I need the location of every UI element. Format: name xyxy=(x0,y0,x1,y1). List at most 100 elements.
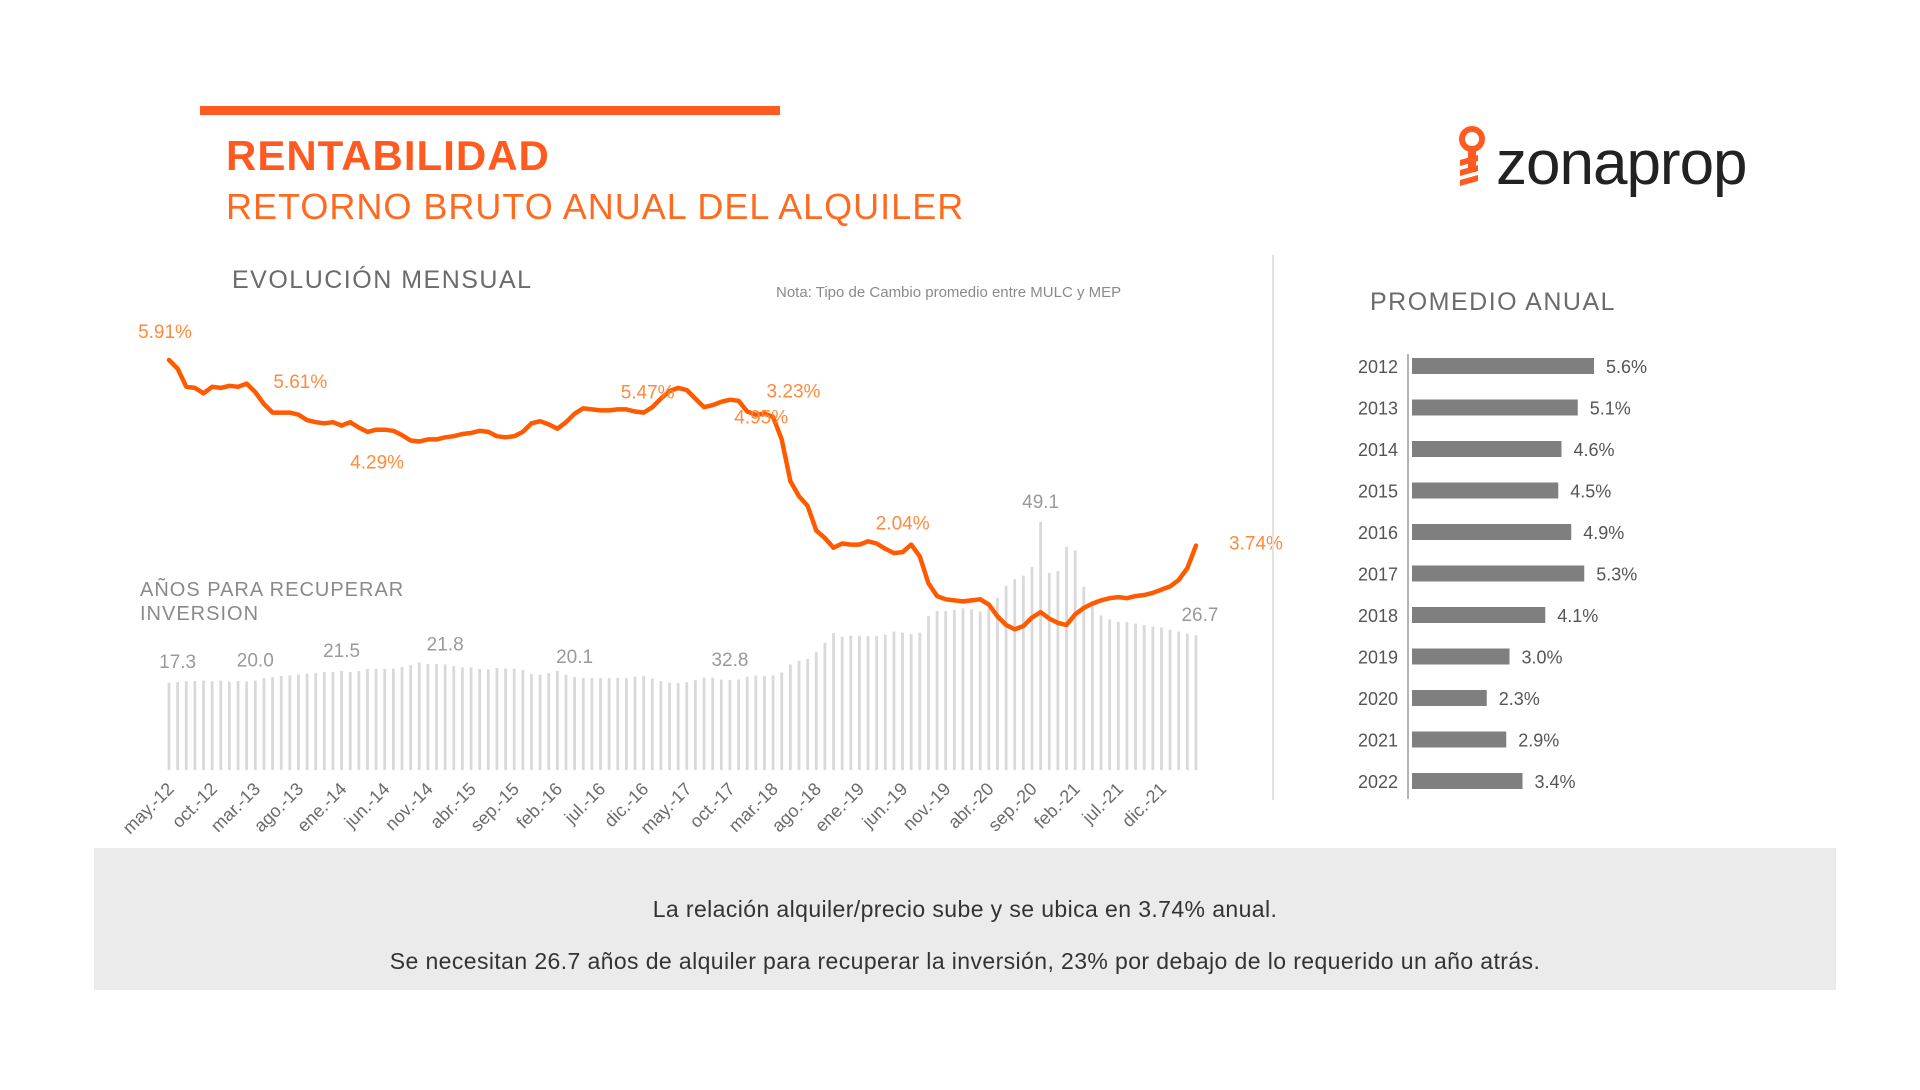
year-recovery-bar xyxy=(1004,585,1008,770)
recovery-label: 17.3 xyxy=(159,652,196,673)
monthly-chart: EVOLUCIÓN MENSUAL Nota: Tipo de Cambio p… xyxy=(119,265,1283,838)
year-recovery-bar xyxy=(435,663,438,770)
year-recovery-bar xyxy=(1177,631,1181,770)
year-recovery-bar xyxy=(521,670,525,770)
x-tick-label: feb.-21 xyxy=(1030,779,1084,833)
year-recovery-bar xyxy=(573,677,577,770)
year-label: 2017 xyxy=(1358,565,1398,585)
year-recovery-bar xyxy=(978,611,982,770)
year-recovery-bar xyxy=(763,676,766,770)
year-recovery-bar xyxy=(512,668,516,770)
year-recovery-bar xyxy=(1108,619,1112,770)
year-recovery-bar xyxy=(245,681,249,770)
year-recovery-bar xyxy=(737,679,740,770)
x-tick-label: nov.-19 xyxy=(899,779,955,835)
annual-bar xyxy=(1412,358,1594,374)
year-recovery-bar xyxy=(1142,625,1146,770)
year-recovery-bar xyxy=(1047,573,1051,770)
year-recovery-bar xyxy=(1168,629,1172,770)
year-recovery-bar xyxy=(927,615,930,770)
year-recovery-bar xyxy=(538,674,542,770)
year-recovery-bar xyxy=(581,678,585,770)
year-recovery-bar xyxy=(331,672,335,770)
year-recovery-bar xyxy=(642,676,646,770)
annual-bar xyxy=(1412,441,1562,457)
year-recovery-bar xyxy=(417,662,421,770)
annual-value-label: 2.9% xyxy=(1518,731,1559,751)
year-recovery-bar xyxy=(849,635,853,770)
x-tick-label: sep.-15 xyxy=(466,779,523,836)
year-recovery-bar xyxy=(1194,635,1198,770)
x-tick-label: sep.-20 xyxy=(984,779,1041,836)
year-recovery-bar xyxy=(340,671,343,770)
year-recovery-bar xyxy=(607,678,611,770)
annual-bar xyxy=(1412,648,1510,665)
logo-text: zonaprop xyxy=(1496,129,1748,198)
recovery-label: 26.7 xyxy=(1181,605,1218,626)
year-recovery-bar xyxy=(443,664,447,770)
year-recovery-bar xyxy=(944,610,948,770)
year-recovery-bar xyxy=(823,642,827,770)
yield-label: 4.95% xyxy=(734,408,788,429)
year-recovery-bar xyxy=(193,681,197,770)
annual-value-label: 4.1% xyxy=(1557,606,1598,626)
annual-value-label: 3.4% xyxy=(1535,772,1576,792)
year-recovery-bar xyxy=(1082,586,1086,770)
x-tick-label: jul.-16 xyxy=(560,779,610,829)
year-recovery-bar xyxy=(814,651,818,770)
annual-value-label: 5.6% xyxy=(1606,357,1647,377)
year-label: 2012 xyxy=(1358,357,1398,377)
year-recovery-bar xyxy=(1091,602,1094,770)
year-recovery-bar xyxy=(996,597,999,770)
x-tick-label: may.-12 xyxy=(119,779,178,838)
yield-label: 3.74% xyxy=(1229,534,1283,555)
summary-line-2: Se necesitan 26.7 años de alquiler para … xyxy=(389,948,1541,974)
year-label: 2015 xyxy=(1358,482,1398,502)
year-recovery-bar xyxy=(1030,566,1034,770)
key-icon xyxy=(1459,126,1485,186)
year-recovery-bar xyxy=(219,680,223,770)
year-recovery-bar xyxy=(771,675,775,770)
year-recovery-bar xyxy=(840,636,844,770)
year-recovery-bar xyxy=(530,674,533,770)
year-label: 2016 xyxy=(1358,523,1398,543)
year-recovery-bar xyxy=(486,669,490,770)
year-recovery-bar xyxy=(555,671,559,770)
yield-label: 3.23% xyxy=(767,382,821,403)
year-label: 2020 xyxy=(1358,689,1398,709)
year-recovery-bar xyxy=(1185,633,1189,770)
x-tick-label: jul.-21 xyxy=(1078,779,1128,829)
year-recovery-bar xyxy=(858,635,861,770)
yield-label: 2.04% xyxy=(876,513,930,534)
year-recovery-bar xyxy=(935,610,939,770)
annual-chart-title: PROMEDIO ANUAL xyxy=(1370,288,1616,316)
year-recovery-bar xyxy=(633,676,637,770)
year-recovery-bar xyxy=(495,667,499,770)
year-recovery-bar xyxy=(676,683,680,770)
year-recovery-bar xyxy=(348,672,352,770)
year-recovery-bar xyxy=(694,680,697,770)
yield-label: 5.61% xyxy=(273,372,327,393)
line-chart-title: EVOLUCIÓN MENSUAL xyxy=(232,265,533,294)
year-recovery-bar xyxy=(590,678,594,770)
year-label: 2021 xyxy=(1358,731,1398,751)
recovery-label: 32.8 xyxy=(711,650,748,671)
year-label: 2018 xyxy=(1358,606,1398,626)
accent-bar xyxy=(200,106,780,115)
year-recovery-bar xyxy=(1099,615,1103,770)
yield-label: 4.29% xyxy=(350,453,404,474)
annual-chart: PROMEDIO ANUAL 2012 5.6% 2013 5.1% 2014 4.6% 2… xyxy=(1358,288,1647,799)
year-recovery-bar xyxy=(391,668,395,770)
year-recovery-bar xyxy=(1039,522,1043,770)
year-recovery-bar xyxy=(1013,579,1017,770)
year-recovery-bar xyxy=(400,666,404,770)
year-recovery-bar xyxy=(366,669,369,770)
year-recovery-bar xyxy=(426,663,430,770)
year-recovery-bar xyxy=(1151,626,1155,770)
year-label: 2014 xyxy=(1358,440,1398,460)
year-recovery-bar xyxy=(314,673,318,770)
year-recovery-bar xyxy=(909,634,913,770)
year-recovery-bar xyxy=(271,677,274,770)
annual-value-label: 4.5% xyxy=(1570,482,1611,502)
annual-value-label: 3.0% xyxy=(1522,648,1563,668)
